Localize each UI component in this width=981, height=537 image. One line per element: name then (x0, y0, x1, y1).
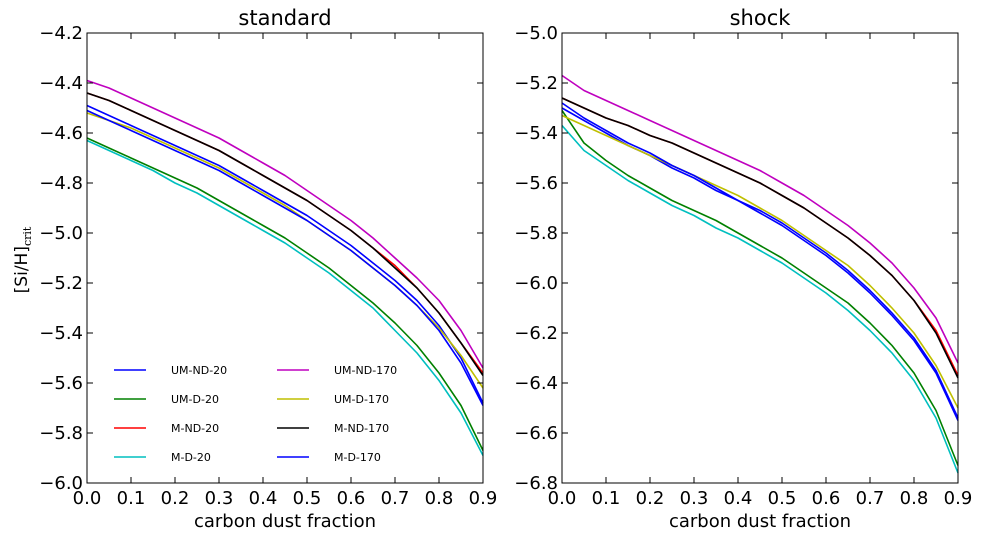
y-tick-label: −5.0 (514, 23, 558, 44)
y-tick-label: −5.6 (39, 373, 83, 394)
legend-label: M-ND-20 (171, 422, 219, 435)
y-tick-label: −4.2 (39, 23, 83, 44)
legend-item-um-nd-20: UM-ND-20 (114, 364, 227, 377)
legend-item-m-nd-20: M-ND-20 (114, 422, 219, 435)
legend-label: M-D-20 (171, 451, 211, 464)
legend-item-um-d-20: UM-D-20 (114, 393, 219, 406)
x-tick-label: 0.7 (381, 488, 410, 509)
x-tick-label: 0.5 (293, 488, 322, 509)
panel-title: standard (238, 6, 331, 30)
y-axis-label: [Si/H]crit (12, 226, 34, 293)
series-line-um-nd-170 (86, 79, 484, 369)
series-line-m-d-170 (86, 109, 484, 406)
x-tick-label: 0.4 (249, 488, 278, 509)
y-tick-label: −5.8 (39, 423, 83, 444)
legend-label: UM-D-170 (334, 393, 389, 406)
series-line-um-nd-20 (561, 107, 959, 421)
y-tick-label: −5.2 (514, 73, 558, 94)
x-tick-label: 0.2 (161, 488, 190, 509)
x-tick-label: 0.9 (944, 488, 973, 509)
panel-standard: 0.0 0.1 0.2 0.3 0.4 0.5 0.6 0.7 0.8 0.9 −4.2 −4.4 −4… (39, 6, 497, 532)
x-tick-label: 0.1 (592, 488, 621, 509)
series-line-um-d-20 (86, 137, 484, 451)
series-line-m-d-20 (86, 139, 484, 456)
plot-frame (561, 32, 959, 484)
legend: UM-ND-20 UM-D-20 M-ND-20 M-D-20 UM-ND-170 UM-… (114, 364, 397, 464)
x-tick-label: 0.2 (636, 488, 665, 509)
plot-frame (86, 32, 484, 484)
y-tick-label: −6.4 (514, 373, 558, 394)
x-tick-label: 0.0 (73, 488, 102, 509)
y-tick-label: −6.0 (514, 273, 558, 294)
legend-label: UM-ND-20 (171, 364, 227, 377)
x-tick-label: 0.1 (117, 488, 146, 509)
x-tick-label: 0.3 (205, 488, 234, 509)
y-tick-label: −6.6 (514, 423, 558, 444)
y-tick-label: −6.2 (514, 323, 558, 344)
y-tick-label: −6.8 (514, 473, 558, 494)
x-tick-label: 0.6 (812, 488, 841, 509)
y-axis-label-subscript: crit (21, 226, 34, 246)
legend-label: M-ND-170 (334, 422, 389, 435)
legend-item-um-nd-170: UM-ND-170 (277, 364, 397, 377)
series-line-m-d-20 (561, 124, 959, 474)
x-tick-label: 0.8 (425, 488, 454, 509)
x-tick-label: 0.0 (548, 488, 577, 509)
series-line-um-d-20 (561, 110, 959, 466)
x-axis-title: carbon dust fraction (669, 511, 851, 532)
legend-item-m-d-170: M-D-170 (277, 451, 381, 464)
x-tick-label: 0.9 (469, 488, 498, 509)
x-tick-label: 0.3 (680, 488, 709, 509)
x-tick-label: 0.5 (768, 488, 797, 509)
y-tick-label: −5.0 (39, 223, 83, 244)
y-tick-label: −4.4 (39, 73, 83, 94)
panel-shock: 0.0 0.1 0.2 0.3 0.4 0.5 0.6 0.7 0.8 0.9 −5.0 −5.2 −5… (514, 6, 972, 532)
y-tick-label: −5.4 (39, 323, 83, 344)
panel-title: shock (730, 6, 792, 30)
y-tick-label: −5.6 (514, 173, 558, 194)
x-tick-label: 0.7 (856, 488, 885, 509)
y-tick-label: −4.6 (39, 123, 83, 144)
series-line-m-nd-170 (86, 92, 484, 376)
legend-item-m-d-20: M-D-20 (114, 451, 211, 464)
x-tick-label: 0.4 (724, 488, 753, 509)
legend-label: M-D-170 (334, 451, 381, 464)
series-line-um-d-170 (86, 112, 484, 389)
series-line-m-nd-170 (561, 97, 959, 379)
series-line-um-d-170 (561, 114, 959, 409)
series-line-um-nd-170 (561, 74, 959, 364)
series-line-um-nd-20 (86, 104, 484, 404)
x-axis-title: carbon dust fraction (194, 511, 376, 532)
legend-item-um-d-170: UM-D-170 (277, 393, 389, 406)
legend-label: UM-ND-170 (334, 364, 397, 377)
y-tick-label: −4.8 (39, 173, 83, 194)
series-line-m-d-170 (561, 102, 959, 419)
y-tick-label: −5.8 (514, 223, 558, 244)
legend-label: UM-D-20 (171, 393, 219, 406)
y-axis-label-main: [Si/H] (12, 246, 32, 293)
x-tick-label: 0.8 (900, 488, 929, 509)
x-tick-label: 0.6 (337, 488, 366, 509)
y-tick-label: −5.4 (514, 123, 558, 144)
y-tick-label: −5.2 (39, 273, 83, 294)
y-tick-label: −6.0 (39, 473, 83, 494)
legend-item-m-nd-170: M-ND-170 (277, 422, 389, 435)
